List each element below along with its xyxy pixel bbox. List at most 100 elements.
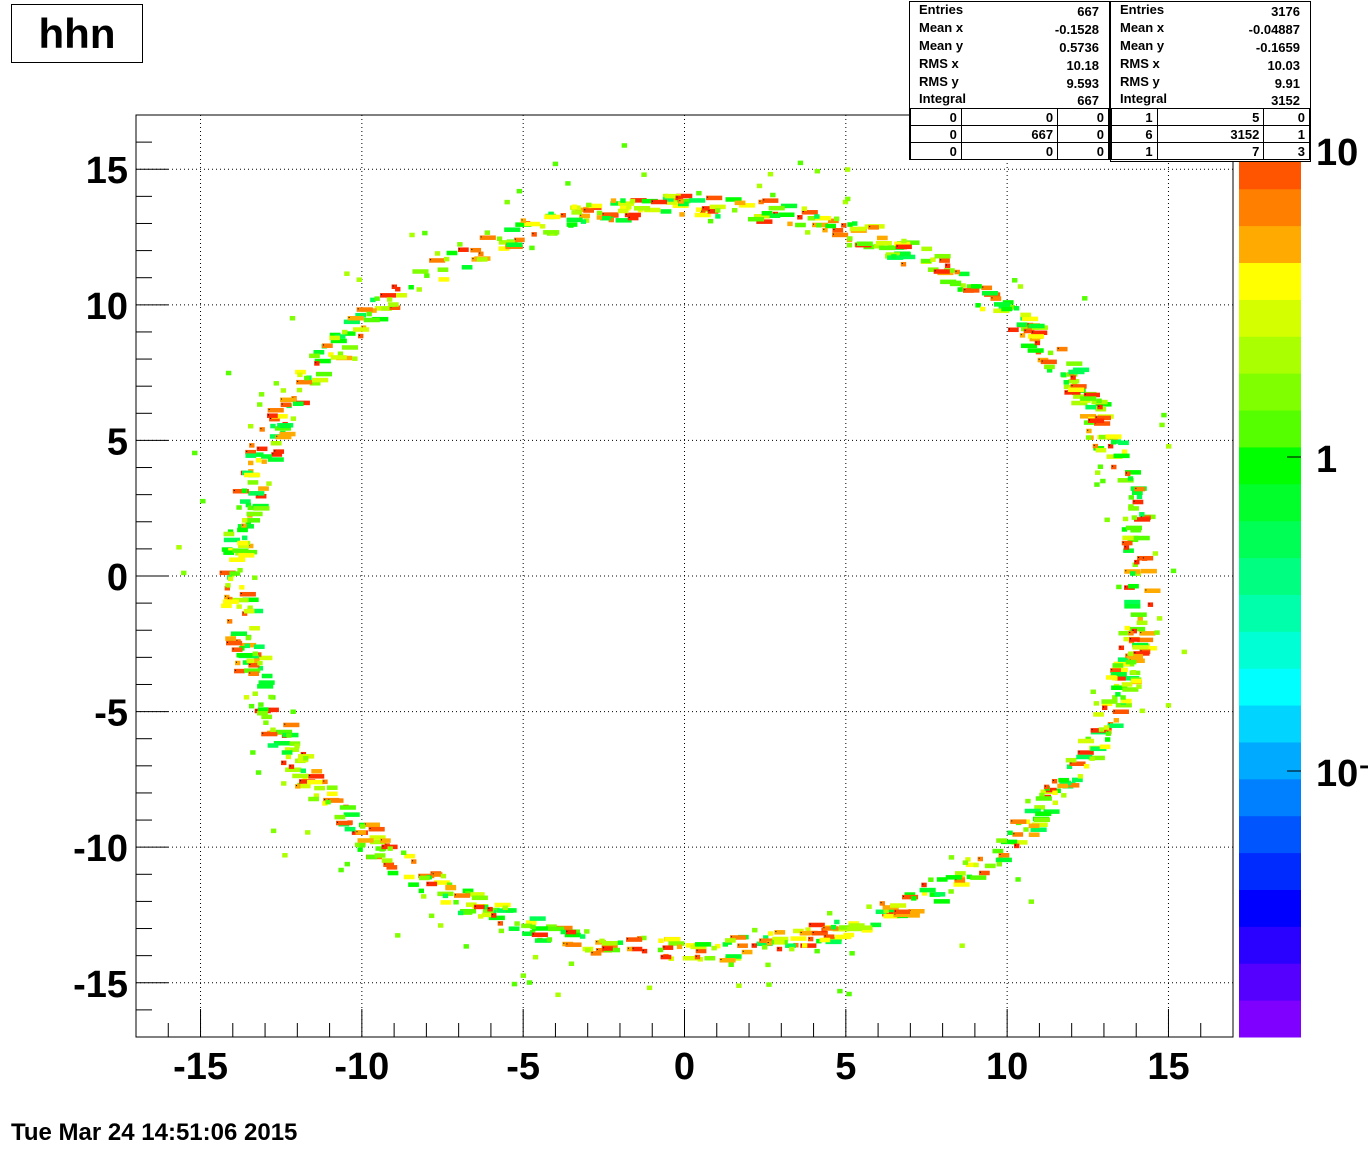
heat-cell bbox=[1124, 604, 1141, 609]
heat-cell-mark bbox=[596, 949, 598, 951]
heat-cell-mark bbox=[1084, 393, 1086, 395]
heat-cell bbox=[823, 934, 835, 939]
heat-cell bbox=[1094, 415, 1111, 421]
stats-row: Entries 3176 bbox=[1120, 3, 1300, 20]
heat-cell bbox=[565, 929, 577, 935]
heat-cell bbox=[641, 198, 658, 204]
heat-cell bbox=[481, 912, 493, 918]
heat-cell bbox=[253, 506, 270, 511]
heat-cell bbox=[226, 640, 243, 646]
heat-cell-outlier bbox=[752, 927, 758, 933]
heat-cell bbox=[1130, 612, 1147, 617]
heat-cell bbox=[995, 857, 1012, 863]
heat-cell-outlier bbox=[1154, 630, 1160, 635]
heat-cell-mark bbox=[738, 944, 740, 946]
heat-cell bbox=[328, 352, 334, 357]
heat-cell bbox=[928, 877, 934, 882]
heat-cell bbox=[241, 488, 248, 494]
heat-cell bbox=[875, 909, 887, 915]
heat-cell bbox=[660, 954, 672, 960]
heat-cell bbox=[274, 426, 291, 431]
heat-cell-mark bbox=[235, 669, 237, 671]
heat-cell bbox=[476, 257, 488, 262]
heat-cell bbox=[919, 887, 936, 893]
heat-cell bbox=[900, 261, 907, 267]
heat-cell-mark bbox=[812, 931, 814, 933]
heat-cell-outlier bbox=[901, 238, 907, 244]
heat-cell-outlier bbox=[568, 961, 575, 966]
heat-cell bbox=[381, 306, 392, 311]
heat-cell bbox=[1128, 583, 1139, 589]
heat-cell bbox=[259, 427, 265, 432]
heat-cell-mark bbox=[297, 380, 299, 382]
heat-cell bbox=[984, 863, 996, 869]
palette-swatch bbox=[1239, 926, 1301, 964]
heat-cell bbox=[548, 926, 565, 932]
heat-cell bbox=[280, 402, 292, 408]
heat-cell bbox=[273, 449, 285, 454]
heat-cell-mark bbox=[233, 489, 235, 491]
heat-cell bbox=[248, 663, 260, 668]
heat-cell bbox=[539, 224, 546, 229]
heat-cell bbox=[678, 199, 684, 204]
heat-cell bbox=[650, 199, 668, 205]
heat-cell bbox=[992, 848, 1004, 854]
heat-cell-outlier bbox=[948, 855, 955, 860]
heat-cell bbox=[515, 222, 532, 227]
heat-cell bbox=[1112, 709, 1129, 715]
heat-cell bbox=[508, 926, 520, 931]
heat-cell bbox=[243, 608, 255, 614]
heat-cell bbox=[479, 235, 496, 240]
heat-cell-outlier bbox=[530, 924, 536, 930]
heat-cell bbox=[242, 597, 259, 603]
heat-cell bbox=[975, 303, 981, 308]
heat-cell bbox=[229, 571, 241, 576]
heat-cell-mark bbox=[1108, 444, 1110, 446]
heat-cell-mark bbox=[696, 949, 698, 951]
heat-cell-mark bbox=[842, 224, 844, 226]
heat-cell bbox=[759, 938, 776, 943]
heat-cell-outlier bbox=[715, 208, 721, 213]
heat-cell-mark bbox=[227, 620, 229, 622]
heat-cell-mark bbox=[978, 857, 980, 859]
heat-cell bbox=[223, 550, 235, 555]
stats-grid-cell: 0 bbox=[1057, 142, 1109, 160]
heat-cell bbox=[660, 209, 672, 214]
heat-cell-mark bbox=[382, 845, 384, 847]
heat-cell-outlier bbox=[257, 660, 263, 666]
heat-cell bbox=[1118, 645, 1125, 651]
heat-cell bbox=[801, 210, 818, 215]
heat-cell bbox=[1127, 476, 1134, 481]
palette-swatch bbox=[1239, 594, 1301, 632]
heat-cell-outlier bbox=[225, 370, 232, 376]
heat-cell bbox=[934, 892, 946, 897]
heat-cell-mark bbox=[281, 398, 283, 400]
heat-cell bbox=[249, 625, 260, 631]
heat-cell bbox=[822, 926, 839, 931]
heat-cell bbox=[295, 784, 301, 789]
heat-cell bbox=[1077, 738, 1095, 744]
heat-cell bbox=[252, 503, 269, 509]
heat-cell bbox=[954, 878, 966, 883]
heat-cell bbox=[725, 197, 742, 202]
heat-cell-mark bbox=[580, 214, 582, 216]
heat-cell-mark bbox=[1057, 347, 1059, 349]
palette-swatch bbox=[1239, 483, 1301, 522]
heat-cell bbox=[1083, 763, 1090, 769]
heat-cell bbox=[1013, 305, 1020, 311]
heat-cell bbox=[709, 204, 726, 210]
heat-cell bbox=[1098, 434, 1110, 440]
heat-cell-outlier bbox=[657, 947, 664, 953]
heat-cell bbox=[1043, 809, 1060, 814]
palette-swatch bbox=[1239, 520, 1301, 559]
heat-cell bbox=[270, 727, 276, 733]
heat-cell-outlier bbox=[356, 277, 362, 282]
heat-cell bbox=[498, 240, 515, 245]
heat-cell-mark bbox=[775, 931, 777, 933]
heat-cell bbox=[903, 913, 920, 918]
heat-cell bbox=[1120, 698, 1132, 704]
heat-cell bbox=[244, 472, 261, 478]
heat-cell bbox=[1065, 757, 1077, 763]
heat-cell bbox=[811, 930, 828, 936]
heat-cell bbox=[261, 673, 273, 679]
